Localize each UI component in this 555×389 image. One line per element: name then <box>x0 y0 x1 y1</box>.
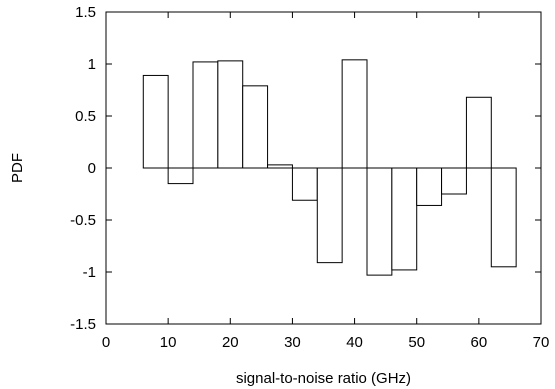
x-tick-label-2: 20 <box>222 334 239 351</box>
tick-labels-group: 0 10 20 30 40 50 60 70 -1.5 -1 -0.5 0 0.5 1 1.5 <box>70 4 549 351</box>
y-tick-label-4: 0.5 <box>75 108 96 125</box>
x-tick-label-6: 60 <box>471 334 488 351</box>
x-tick-label-7: 70 <box>533 334 550 351</box>
x-tick-label-3: 30 <box>284 334 301 351</box>
x-tick-label-0: 0 <box>102 334 110 351</box>
bar-13 <box>465 96 492 169</box>
bar-7 <box>316 167 343 264</box>
bars-group <box>142 59 517 276</box>
y-tick-label-0: -1.5 <box>70 316 96 333</box>
y-tick-label-1: -1 <box>83 264 96 281</box>
x-axis-label: signal-to-noise ratio (GHz) <box>236 370 411 387</box>
bar-9 <box>366 167 393 276</box>
bar-6 <box>291 167 318 201</box>
y-tick-label-6: 1.5 <box>75 4 96 21</box>
bar-2 <box>192 61 219 169</box>
y-axis-label: PDF <box>9 153 26 183</box>
bar-8 <box>341 59 368 169</box>
bar-11 <box>416 167 443 206</box>
y-tick-label-3: 0 <box>88 160 96 177</box>
ticks-group <box>105 11 542 325</box>
bar-1 <box>167 167 194 185</box>
y-tick-label-5: 1 <box>88 56 96 73</box>
y-tick-label-2: -0.5 <box>70 212 96 229</box>
bar-10 <box>391 167 418 271</box>
bar-12 <box>441 167 467 195</box>
x-tick-label-1: 10 <box>160 334 177 351</box>
bar-0 <box>142 74 169 169</box>
bar-14 <box>490 167 517 268</box>
bar-4 <box>242 85 269 169</box>
bar-3 <box>217 60 244 169</box>
x-tick-label-5: 50 <box>408 334 425 351</box>
x-tick-label-4: 40 <box>346 334 363 351</box>
